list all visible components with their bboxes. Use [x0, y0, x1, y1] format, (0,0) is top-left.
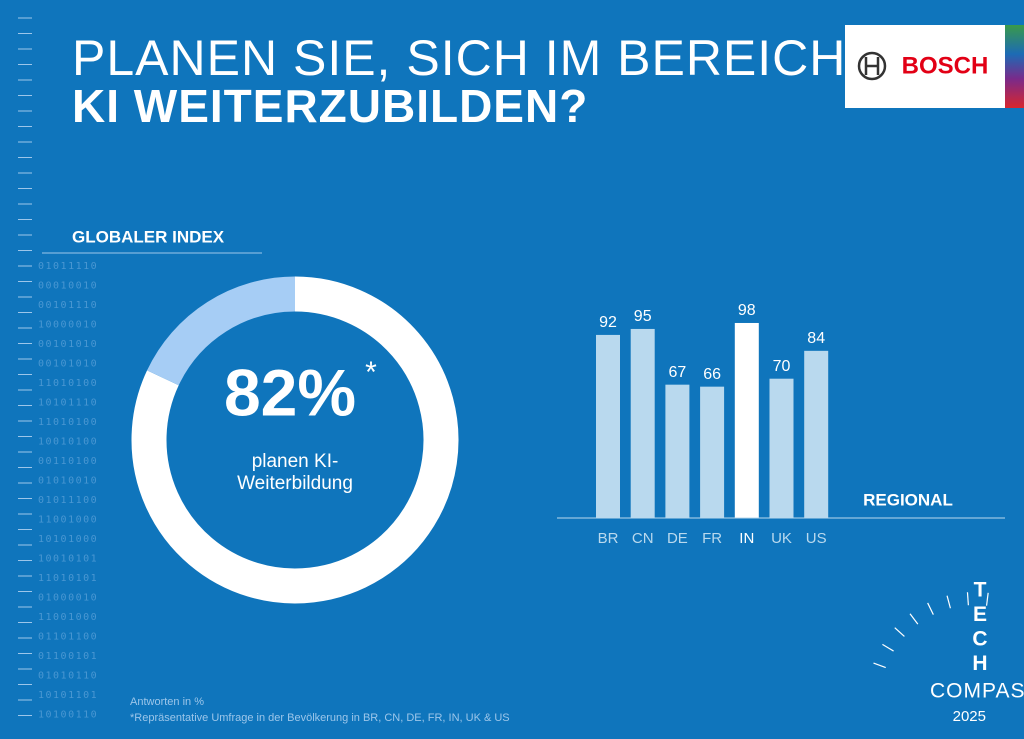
donut-note-marker: * — [365, 356, 377, 389]
section-label: GLOBALER INDEX — [72, 227, 225, 246]
bar — [700, 386, 725, 518]
ray — [909, 613, 919, 625]
badge-letter: C — [972, 628, 987, 651]
binary-row: 10100110 — [38, 710, 98, 721]
value-label: 95 — [634, 308, 652, 325]
binary-row: 01000010 — [38, 593, 98, 604]
ray — [882, 643, 894, 652]
x-tick-label: FR — [702, 530, 722, 547]
x-tick-label: BR — [598, 530, 619, 547]
badge-letter: T — [974, 579, 987, 602]
side-dashes — [18, 17, 32, 716]
binary-row: 11001000 — [38, 612, 98, 623]
value-label: 98 — [738, 302, 756, 319]
bar — [665, 384, 690, 518]
ray — [894, 627, 905, 637]
binary-row: 11001000 — [38, 515, 98, 526]
bar — [804, 350, 829, 518]
badge-word: COMPASS — [930, 680, 1024, 703]
binary-row: 00101110 — [38, 300, 98, 311]
bar — [596, 334, 620, 518]
logo-icon — [857, 51, 887, 81]
badge-rays — [873, 592, 989, 669]
binary-row: 01011100 — [38, 495, 98, 506]
x-tick-label: CN — [632, 530, 654, 547]
value-label: 67 — [669, 364, 687, 381]
title-line-2: KI WEITERZUBILDEN? — [72, 80, 588, 132]
binary-row: 10101000 — [38, 534, 98, 545]
binary-row: 00101010 — [38, 359, 98, 370]
value-label: 92 — [599, 314, 617, 331]
donut-label: planen KI- — [252, 451, 339, 472]
x-tick-label: IN — [739, 530, 754, 547]
binary-row: 11010100 — [38, 378, 98, 389]
value-label: 66 — [703, 366, 721, 383]
binary-row: 01011110 — [38, 261, 98, 272]
x-tick-label: US — [806, 530, 827, 547]
binary-row: 11010100 — [38, 417, 98, 428]
logo-icon-h — [864, 57, 880, 75]
binary-row: 10000010 — [38, 320, 98, 331]
donut-label: Weiterbildung — [237, 473, 353, 494]
binary-row: 00101010 — [38, 339, 98, 350]
badge-letter: H — [972, 652, 987, 675]
ray — [946, 595, 951, 609]
footnote: *Repräsentative Umfrage in der Bevölkeru… — [130, 712, 510, 724]
ray — [985, 592, 989, 606]
ray — [873, 662, 886, 669]
binary-row: 10010100 — [38, 437, 98, 448]
logo-strip — [1005, 25, 1024, 108]
x-tick-label: UK — [771, 530, 792, 547]
badge-letter: E — [973, 603, 987, 626]
bar — [769, 378, 794, 518]
badge-year: 2025 — [953, 708, 986, 725]
value-label: 84 — [807, 330, 825, 347]
ray — [966, 592, 969, 606]
value-label: 70 — [773, 358, 791, 375]
binary-row: 01010010 — [38, 476, 98, 487]
donut-segment — [131, 276, 459, 604]
chart-title: REGIONAL — [863, 490, 953, 509]
binary-row: 10010101 — [38, 554, 98, 565]
binary-row: 01101100 — [38, 632, 98, 643]
binary-row: 01100101 — [38, 651, 98, 662]
binary-row: 01010110 — [38, 671, 98, 682]
binary-row: 10101101 — [38, 690, 98, 701]
logo-text: BOSCH — [902, 52, 989, 79]
x-tick-label: DE — [667, 530, 688, 547]
binary-row: 00010010 — [38, 281, 98, 292]
bar — [630, 328, 655, 518]
binary-row: 00110100 — [38, 456, 98, 467]
donut-segment — [147, 276, 296, 386]
donut-value: 82% — [224, 355, 356, 429]
ray — [927, 602, 934, 615]
binary-row: 11010101 — [38, 573, 98, 584]
binary-row: 10101110 — [38, 398, 98, 409]
note: Antworten in % — [130, 696, 204, 708]
title-line-1: PLANEN SIE, SICH IM BEREICH — [72, 30, 846, 86]
bar — [734, 322, 759, 518]
